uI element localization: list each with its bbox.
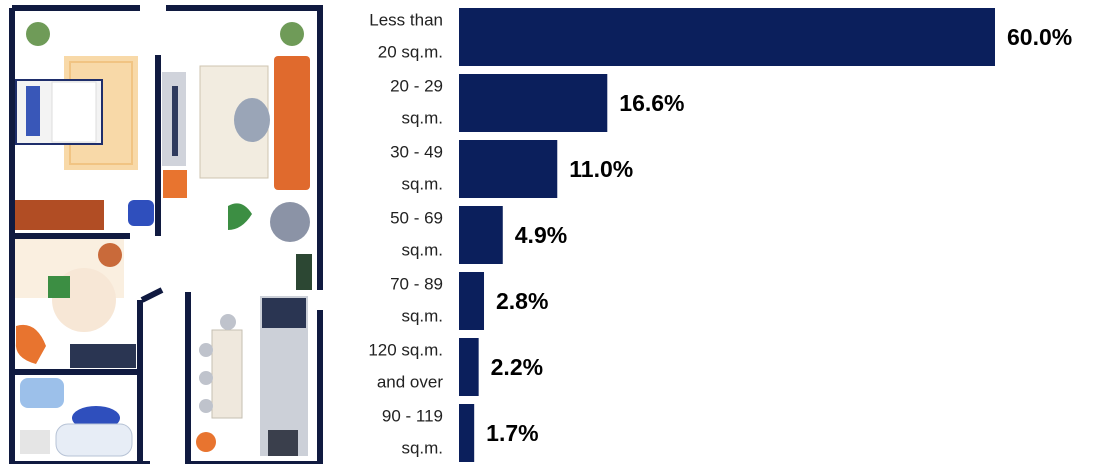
bar [459, 8, 995, 66]
bar [459, 74, 608, 132]
category-label: Less than [369, 10, 443, 29]
value-label: 1.7% [486, 420, 538, 446]
category-label: sq.m. [401, 306, 443, 325]
category-label: 20 sq.m. [378, 42, 443, 61]
bar [459, 206, 503, 264]
category-label: 20 - 29 [390, 76, 443, 95]
value-label: 4.9% [515, 222, 567, 248]
floor-plan-illustration [9, 5, 323, 464]
category-label: sq.m. [401, 438, 443, 457]
value-label: 60.0% [1007, 24, 1072, 50]
category-label: 120 sq.m. [368, 340, 443, 359]
category-label: and over [377, 372, 443, 391]
category-label: 70 - 89 [390, 274, 443, 293]
bar [459, 404, 475, 462]
category-label: 90 - 119 [382, 406, 443, 425]
category-label: 30 - 49 [390, 142, 443, 161]
value-label: 11.0% [569, 156, 633, 182]
category-label: sq.m. [401, 174, 443, 193]
value-label: 2.2% [491, 354, 543, 380]
bar [459, 338, 479, 396]
bar [459, 272, 485, 330]
value-label: 16.6% [619, 90, 684, 116]
bar [459, 140, 558, 198]
category-label: 50 - 69 [390, 208, 443, 227]
category-label: sq.m. [401, 108, 443, 127]
value-label: 2.8% [496, 288, 548, 314]
category-label: sq.m. [401, 240, 443, 259]
